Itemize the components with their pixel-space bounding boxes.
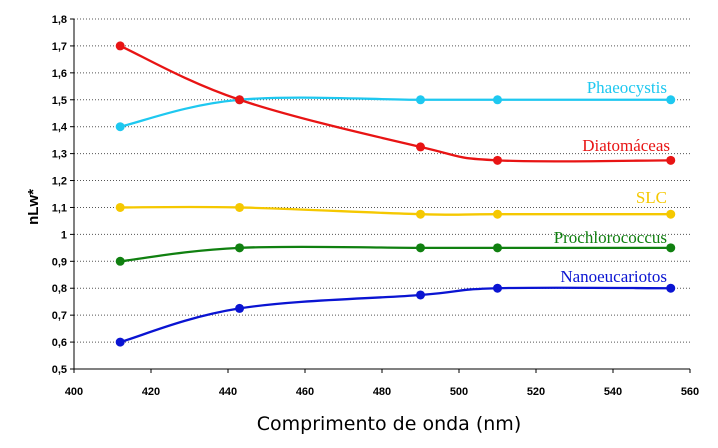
- y-tick-label: 0,9: [52, 256, 67, 268]
- data-point: [416, 290, 425, 300]
- data-point: [493, 209, 502, 219]
- x-tick-labels: 400 420 440 460 480 500 520 540 560: [65, 386, 699, 398]
- data-point: [666, 209, 676, 219]
- data-point: [235, 202, 245, 212]
- series-label: Prochlorococcus: [554, 228, 667, 247]
- data-point: [493, 155, 502, 165]
- y-tick-label: 0,6: [52, 337, 67, 349]
- axes: [70, 18, 691, 373]
- y-tick-label: 1,5: [52, 95, 67, 107]
- y-tick-label: 1: [61, 229, 67, 241]
- series-label: Diatomáceas: [582, 136, 670, 155]
- x-tick-label: 460: [296, 386, 314, 398]
- y-tick-label: 1,1: [52, 202, 67, 214]
- series-label: Nanoeucariotos: [560, 267, 667, 286]
- data-point: [666, 95, 676, 105]
- y-tick-label: 0,5: [52, 364, 67, 376]
- y-tick-label: 1,3: [52, 149, 67, 161]
- y-tick-label: 1,6: [52, 68, 67, 80]
- series-group: [115, 41, 676, 347]
- y-tick-label: 1,8: [52, 14, 67, 26]
- data-point: [416, 209, 425, 219]
- series-labels: Phaeocystis Diatomáceas SLC Prochlorococcus…: [554, 78, 670, 286]
- y-tick-label: 1,2: [52, 176, 67, 188]
- data-point: [666, 155, 676, 165]
- x-tick-label: 520: [527, 386, 545, 398]
- x-tick-label: 440: [219, 386, 237, 398]
- data-point: [115, 202, 125, 212]
- y-tick-label: 0,8: [52, 283, 67, 295]
- data-point: [235, 303, 245, 313]
- data-point: [416, 95, 425, 105]
- y-tick-label: 1,7: [52, 41, 67, 53]
- x-tick-label: 480: [373, 386, 391, 398]
- data-point: [416, 142, 425, 152]
- series-label: Phaeocystis: [587, 78, 667, 97]
- x-tick-label: 560: [681, 386, 699, 398]
- data-point: [416, 243, 425, 253]
- data-point: [493, 283, 502, 293]
- data-point: [493, 95, 502, 105]
- y-tick-label: 0,7: [52, 310, 67, 322]
- y-tick-labels: 0,5 0,6 0,7 0,8 0,9 1 1,1 1,2 1,3 1,4 1,5 1,6 1,7 1,8: [52, 14, 68, 376]
- x-axis-label: Comprimento de onda (nm): [257, 413, 521, 435]
- data-point: [493, 243, 502, 253]
- data-point: [666, 283, 676, 293]
- x-tick-label: 540: [604, 386, 622, 398]
- data-point: [666, 243, 676, 253]
- y-tick-label: 1,4: [52, 122, 68, 134]
- data-point: [115, 122, 125, 132]
- series-label: SLC: [636, 188, 667, 207]
- data-point: [115, 337, 125, 347]
- grid-lines: [74, 18, 690, 343]
- x-tick-label: 500: [450, 386, 468, 398]
- x-tick-label: 420: [142, 386, 160, 398]
- x-tick-label: 400: [65, 386, 83, 398]
- y-axis-label: nLw*: [25, 189, 42, 225]
- series-line: [120, 205, 671, 216]
- series-line: [119, 96, 671, 128]
- data-point: [115, 41, 125, 51]
- data-point: [115, 256, 125, 266]
- data-point: [235, 95, 245, 105]
- data-point: [235, 243, 245, 253]
- series-line: [120, 245, 671, 263]
